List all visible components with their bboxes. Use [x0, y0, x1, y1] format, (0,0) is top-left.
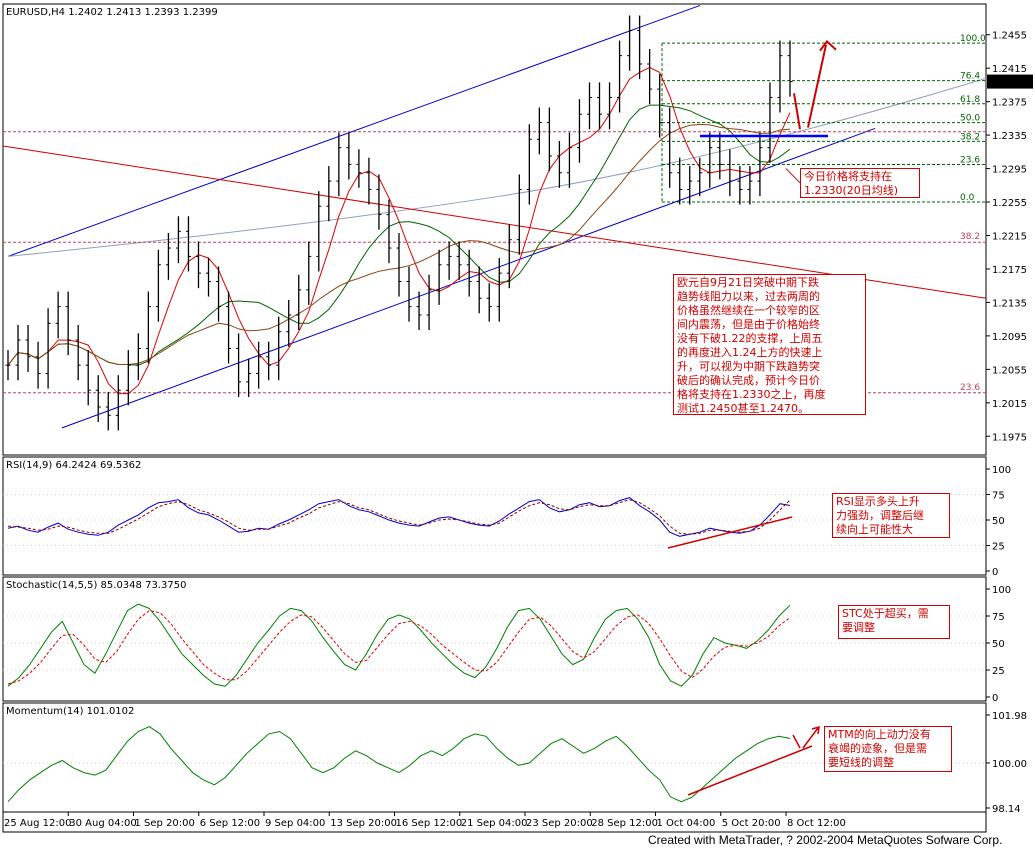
fib-level-label: 100.0 [960, 34, 986, 44]
fib-level-label: 50.0 [960, 114, 980, 124]
momentum-trend-line [687, 745, 813, 796]
indicator-ytick-label: 75 [992, 612, 1005, 623]
indicator-ytick-label: 100 [992, 585, 1011, 596]
indicator-ytick-label: 0 [992, 693, 998, 704]
xtick-label: 21 Sep 04:00 [461, 818, 528, 829]
momentum-dip-arrow [792, 734, 801, 749]
momentum-annotation: MTM的向上动力没有 衰竭的迹象，但是需 要短线的调整 [824, 726, 952, 772]
momentum-up-arrow [802, 725, 820, 749]
fib-level-label: 38.2 [960, 132, 980, 142]
main-ytick-label: 1.2255 [992, 198, 1027, 209]
xtick-label: 8 Oct 12:00 [787, 818, 846, 829]
main-ytick-label: 1.2055 [992, 365, 1027, 376]
pane-frame-0 [2, 3, 987, 456]
major-fib-label: 23.6 [960, 383, 980, 393]
main-ytick-label: 1.1975 [992, 432, 1027, 443]
last-price-tag [987, 74, 1033, 89]
stochastic-annotation: STC处于超买，需 要调整 [838, 605, 950, 639]
indicator-ytick-label: 101.98 [992, 711, 1027, 722]
main-ytick-label: 1.2375 [992, 98, 1027, 109]
indicator-pane-title: RSI(14,9) 64.2424 69.5362 [6, 460, 141, 471]
rally-arrow [807, 44, 827, 128]
xtick-label: 5 Oct 20:00 [722, 818, 781, 829]
pane-frame-2 [2, 576, 987, 702]
xtick-label: 6 Sep 12:00 [200, 818, 260, 829]
rsi-trend-line [667, 516, 793, 549]
fib-level-label: 0.0 [960, 193, 975, 203]
xtick-label: 1 Sep 20:00 [135, 818, 195, 829]
indicator-series-line [7, 603, 791, 687]
indicator-series-line [7, 610, 791, 685]
fib-level-label: 23.6 [960, 156, 980, 166]
xtick-label: 1 Oct 04:00 [657, 818, 716, 829]
x-axis-strip [2, 811, 987, 833]
indicator-ytick-label: 100 [992, 465, 1011, 476]
main-ytick-label: 1.2415 [992, 64, 1027, 75]
long-moving-average [7, 77, 987, 257]
indicator-series-line [7, 499, 791, 535]
main-ytick-label: 1.2455 [992, 31, 1027, 42]
rally-arrowhead [819, 39, 837, 52]
ma-red-line [7, 66, 791, 395]
indicator-ytick-label: 100.00 [992, 759, 1027, 770]
pullback-arrow [793, 93, 801, 130]
xtick-label: 28 Sep 12:00 [591, 818, 658, 829]
downtrend-line [2, 145, 987, 299]
xtick-label: 23 Sep 20:00 [526, 818, 593, 829]
support-annotation: 今日价格将支持在 1.2330(20日均线) [800, 168, 920, 198]
indicator-series-line [7, 726, 791, 803]
major-fib-label: 38.2 [960, 232, 980, 242]
xtick-label: 25 Aug 12:00 [4, 818, 71, 829]
indicator-ytick-label: 50 [992, 516, 1005, 527]
support-callout-line [785, 168, 801, 184]
main-ytick-label: 1.2335 [992, 131, 1027, 142]
main-pane-title: EURUSD,H4 1.2402 1.2413 1.2393 1.2399 [6, 7, 218, 18]
footer-credit: Created with MetaTrader, ? 2002-2004 Met… [648, 833, 1003, 847]
indicator-ytick-label: 75 [992, 491, 1005, 502]
pane-frame-1 [2, 456, 987, 576]
last-price-label: 1.2399 [991, 78, 1026, 89]
xtick-label: 9 Sep 04:00 [265, 818, 325, 829]
indicator-series-line [7, 497, 791, 537]
rsi-annotation: RSI显示多头上升 力强劲，调整后继 续向上可能性大 [832, 493, 950, 538]
main-ytick-label: 1.2015 [992, 399, 1027, 410]
channel-upper-line [7, 4, 701, 257]
xtick-label: 30 Aug 04:00 [69, 818, 136, 829]
analysis-annotation: 欧元自9月21日突破中期下跌 趋势线阻力以来，过去两周的 价格虽然继续在一个较窄… [673, 274, 866, 415]
xtick-label: 16 Sep 12:00 [396, 818, 463, 829]
indicator-ytick-label: 98.14 [992, 804, 1021, 815]
indicator-ytick-label: 0 [992, 567, 998, 578]
xtick-label: 13 Sep 20:00 [330, 818, 397, 829]
main-ytick-label: 1.2295 [992, 165, 1027, 176]
main-ytick-label: 1.2135 [992, 298, 1027, 309]
main-ytick-label: 1.2095 [992, 332, 1027, 343]
indicator-pane-title: Momentum(14) 101.0102 [6, 706, 134, 717]
fib-level-label: 61.8 [960, 95, 980, 105]
fib-level-label: 76.4 [960, 72, 980, 82]
indicator-pane-title: Stochastic(14,5,5) 85.0348 73.3750 [6, 580, 186, 591]
indicator-ytick-label: 25 [992, 542, 1005, 553]
main-ytick-label: 1.2215 [992, 232, 1027, 243]
main-ytick-label: 1.2175 [992, 265, 1027, 276]
indicator-ytick-label: 25 [992, 666, 1005, 677]
indicator-ytick-label: 50 [992, 639, 1005, 650]
